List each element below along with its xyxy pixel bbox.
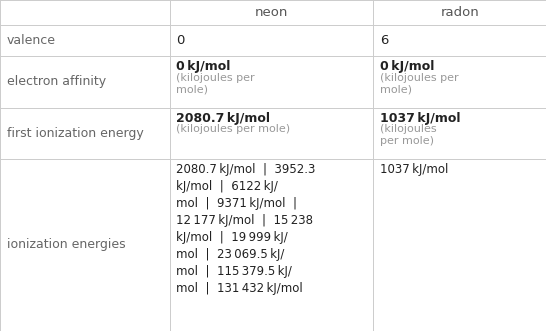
Text: valence: valence: [7, 34, 56, 47]
Text: 6: 6: [380, 34, 388, 47]
Text: 2080.7 kJ/mol  |  3952.3
kJ/mol  |  6122 kJ/
mol  |  9371 kJ/mol  |
12 177 kJ/mo: 2080.7 kJ/mol | 3952.3 kJ/mol | 6122 kJ/…: [176, 163, 316, 295]
Text: (kilojoules
per mole): (kilojoules per mole): [380, 124, 437, 146]
Text: first ionization energy: first ionization energy: [7, 127, 143, 140]
Text: (kilojoules per
mole): (kilojoules per mole): [176, 73, 255, 94]
Text: 0 kJ/mol: 0 kJ/mol: [176, 60, 231, 73]
Text: neon: neon: [255, 6, 288, 19]
Text: 2080.7 kJ/mol: 2080.7 kJ/mol: [176, 112, 270, 124]
Text: 0 kJ/mol: 0 kJ/mol: [380, 60, 435, 73]
Text: 1037 kJ/mol: 1037 kJ/mol: [380, 112, 460, 124]
Text: electron affinity: electron affinity: [7, 75, 106, 88]
Text: radon: radon: [441, 6, 479, 19]
Text: 0: 0: [176, 34, 185, 47]
Text: 1037 kJ/mol: 1037 kJ/mol: [380, 163, 448, 176]
Text: (kilojoules per mole): (kilojoules per mole): [176, 124, 290, 134]
Text: ionization energies: ionization energies: [7, 238, 125, 252]
Text: (kilojoules per
mole): (kilojoules per mole): [380, 73, 459, 94]
